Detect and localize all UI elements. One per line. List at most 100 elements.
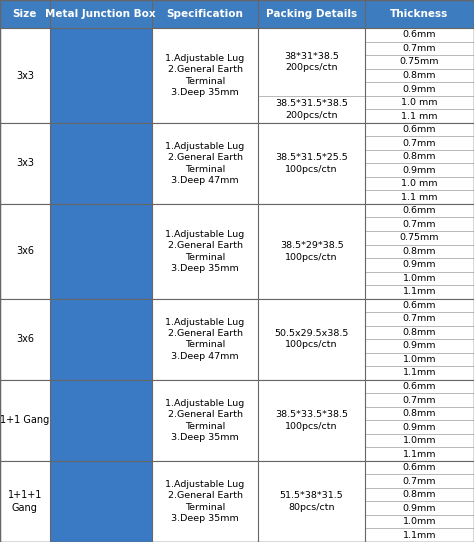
Text: Specification: Specification [166, 9, 244, 19]
Bar [365, 69, 474, 82]
Text: 3x6: 3x6 [16, 246, 34, 256]
Bar [365, 353, 474, 366]
Text: 1.Adjustable Lug
2.General Earth
Terminal
3.Deep 35mm: 1.Adjustable Lug 2.General Earth Termina… [165, 54, 245, 97]
Text: 0.7mm: 0.7mm [403, 314, 436, 324]
Text: 1.0mm: 1.0mm [403, 517, 436, 526]
Text: 1.Adjustable Lug
2.General Earth
Terminal
3.Deep 35mm: 1.Adjustable Lug 2.General Earth Termina… [165, 398, 245, 442]
Text: 38.5*33.5*38.5
100pcs/ctn: 38.5*33.5*38.5 100pcs/ctn [275, 410, 348, 430]
Text: 38.5*31.5*25.5
100pcs/ctn: 38.5*31.5*25.5 100pcs/ctn [275, 153, 348, 173]
Bar [0, 299, 50, 380]
Text: 1.0mm: 1.0mm [403, 355, 436, 364]
Bar [258, 0, 365, 28]
Bar [365, 299, 474, 312]
Text: 3x3: 3x3 [16, 70, 34, 81]
Bar [258, 461, 365, 542]
Text: 1.0 mm: 1.0 mm [401, 179, 438, 188]
Bar [365, 177, 474, 190]
Text: 1.1mm: 1.1mm [403, 450, 436, 459]
Bar [365, 82, 474, 96]
Bar [365, 258, 474, 272]
Text: 3x6: 3x6 [16, 334, 34, 344]
Text: 0.9mm: 0.9mm [403, 504, 436, 513]
Bar [365, 366, 474, 380]
Text: 0.9mm: 0.9mm [403, 423, 436, 431]
Bar [258, 380, 365, 461]
Bar [365, 109, 474, 123]
Bar [0, 299, 474, 380]
Text: 38.5*31.5*38.5
200pcs/ctn: 38.5*31.5*38.5 200pcs/ctn [275, 99, 348, 120]
Bar [0, 28, 474, 123]
Text: 1.0 mm: 1.0 mm [401, 98, 438, 107]
Text: 38.5*29*38.5
100pcs/ctn: 38.5*29*38.5 100pcs/ctn [280, 241, 344, 261]
Text: 0.7mm: 0.7mm [403, 396, 436, 404]
Bar [258, 28, 365, 96]
Text: Thickness: Thickness [391, 9, 448, 19]
Text: 1.1 mm: 1.1 mm [401, 193, 438, 202]
Text: 1+1+1
Gang: 1+1+1 Gang [8, 490, 42, 513]
Bar [365, 380, 474, 393]
Bar [50, 0, 152, 28]
Bar [365, 96, 474, 109]
Text: 0.9mm: 0.9mm [403, 260, 436, 269]
Bar [365, 204, 474, 217]
Text: 0.7mm: 0.7mm [403, 476, 436, 486]
Bar [50, 380, 152, 461]
Bar [152, 123, 258, 204]
Bar [365, 474, 474, 488]
Bar [365, 0, 474, 28]
Bar [0, 123, 50, 204]
Bar [365, 28, 474, 42]
Bar [365, 326, 474, 339]
Text: 0.9mm: 0.9mm [403, 85, 436, 94]
Bar [0, 461, 50, 542]
Bar [365, 42, 474, 55]
Bar [152, 380, 258, 461]
Text: 1.0mm: 1.0mm [403, 274, 436, 283]
Bar [0, 204, 50, 299]
Text: 1+1 Gang: 1+1 Gang [0, 415, 49, 425]
Bar [365, 447, 474, 461]
Bar [258, 96, 365, 123]
Bar [365, 285, 474, 299]
Bar [365, 244, 474, 258]
Bar [365, 163, 474, 177]
Bar [365, 339, 474, 353]
Bar [0, 0, 474, 28]
Bar [152, 461, 258, 542]
Bar [365, 312, 474, 326]
Bar [0, 204, 474, 299]
Bar [0, 461, 474, 542]
Bar [365, 528, 474, 542]
Bar [0, 123, 474, 204]
Bar [50, 204, 152, 299]
Text: 1.1mm: 1.1mm [403, 531, 436, 540]
Bar [365, 420, 474, 434]
Text: 1.Adjustable Lug
2.General Earth
Terminal
3.Deep 47mm: 1.Adjustable Lug 2.General Earth Termina… [165, 318, 245, 361]
Bar [365, 407, 474, 420]
Text: 0.9mm: 0.9mm [403, 166, 436, 175]
Text: 0.7mm: 0.7mm [403, 44, 436, 53]
Bar [365, 231, 474, 244]
Text: Size: Size [13, 9, 37, 19]
Text: 0.8mm: 0.8mm [403, 247, 436, 256]
Text: 1.0mm: 1.0mm [403, 436, 436, 445]
Text: 51.5*38*31.5
80pcs/ctn: 51.5*38*31.5 80pcs/ctn [280, 491, 344, 512]
Text: 0.6mm: 0.6mm [403, 125, 436, 134]
Text: 0.8mm: 0.8mm [403, 328, 436, 337]
Text: 0.75mm: 0.75mm [400, 57, 439, 67]
Bar [50, 461, 152, 542]
Text: 1.1 mm: 1.1 mm [401, 112, 438, 120]
Text: 0.6mm: 0.6mm [403, 30, 436, 40]
Text: 0.8mm: 0.8mm [403, 409, 436, 418]
Bar [365, 461, 474, 474]
Text: 0.6mm: 0.6mm [403, 382, 436, 391]
Bar [50, 299, 152, 380]
Bar [258, 299, 365, 380]
Text: 0.7mm: 0.7mm [403, 139, 436, 147]
Bar [0, 380, 50, 461]
Bar [0, 0, 50, 28]
Text: 0.6mm: 0.6mm [403, 463, 436, 472]
Text: 1.1mm: 1.1mm [403, 369, 436, 377]
Bar [365, 55, 474, 69]
Text: 1.Adjustable Lug
2.General Earth
Terminal
3.Deep 35mm: 1.Adjustable Lug 2.General Earth Termina… [165, 480, 245, 523]
